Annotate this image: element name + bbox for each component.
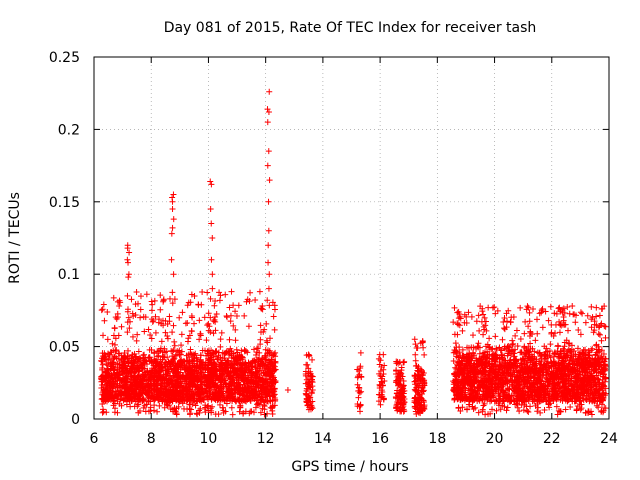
data-point — [141, 328, 148, 335]
data-point — [256, 288, 263, 295]
data-point — [149, 318, 156, 325]
data-point — [171, 338, 178, 345]
data-point — [100, 408, 107, 415]
data-point — [217, 336, 224, 343]
data-point — [112, 335, 119, 342]
data-point — [243, 298, 250, 305]
data-point — [252, 296, 259, 303]
data-point — [267, 335, 274, 342]
data-point — [179, 309, 186, 316]
data-point — [107, 366, 114, 373]
data-point — [268, 356, 275, 363]
data-point — [230, 322, 237, 329]
data-point — [216, 297, 223, 304]
data-point — [216, 401, 223, 408]
data-point — [135, 348, 142, 355]
data-point — [151, 297, 158, 304]
data-point — [255, 345, 262, 352]
data-point — [212, 298, 219, 305]
data-point — [155, 352, 162, 359]
data-point — [164, 335, 171, 342]
data-point — [116, 302, 123, 309]
data-point — [188, 312, 195, 319]
grid-lines — [94, 57, 609, 419]
data-point — [123, 401, 130, 408]
data-point — [226, 304, 233, 311]
data-point — [212, 327, 219, 334]
data-point — [252, 404, 259, 411]
data-point — [232, 326, 239, 333]
data-point — [245, 323, 252, 330]
data-point — [228, 288, 235, 295]
data-point — [264, 297, 271, 304]
data-point — [143, 291, 150, 298]
data-point — [148, 335, 155, 342]
data-point — [250, 409, 257, 416]
data-point — [242, 348, 249, 355]
data-point — [241, 312, 248, 319]
data-points — [98, 88, 609, 418]
data-point — [152, 313, 159, 320]
data-point — [157, 306, 164, 313]
data-point — [110, 294, 117, 301]
data-point — [192, 402, 199, 409]
data-point — [216, 289, 223, 296]
data-point — [158, 338, 165, 345]
data-point — [204, 289, 211, 296]
data-point — [178, 342, 185, 349]
data-point — [170, 347, 177, 354]
data-point — [137, 293, 144, 300]
data-point — [263, 320, 270, 327]
data-point — [217, 343, 224, 350]
data-point — [224, 314, 231, 321]
data-point — [126, 325, 133, 332]
data-point — [222, 291, 229, 298]
data-point — [98, 357, 105, 364]
data-point — [170, 322, 177, 329]
data-point — [149, 301, 156, 308]
data-point — [137, 314, 144, 321]
